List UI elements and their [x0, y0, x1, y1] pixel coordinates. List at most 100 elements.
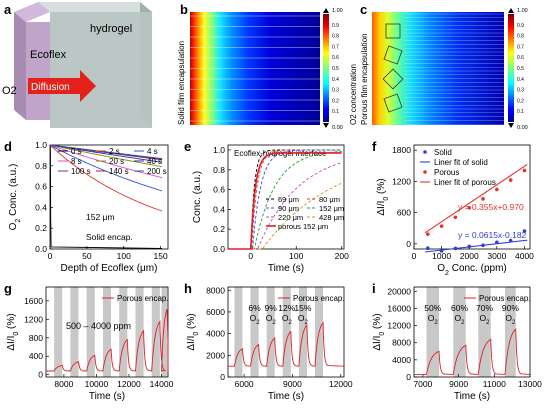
colorbar-c-gradient — [508, 14, 514, 122]
gas-exposure-band — [478, 287, 491, 377]
legend-label: Liner fit of solid — [434, 158, 488, 167]
x-tick-label: 4000 — [515, 251, 534, 261]
colorbar-b-tick: 0.5 — [332, 66, 339, 72]
x-tick-label: 9000 — [283, 379, 302, 389]
pore-2 — [383, 45, 403, 65]
x-tick-label: 200 — [335, 251, 349, 261]
x-axis-label: Time (s) — [268, 391, 304, 402]
gas-exposure-band — [298, 287, 307, 377]
colorbar-b-max: 1.00 — [332, 8, 343, 14]
legend-label: Solid — [434, 148, 452, 157]
panel-letter: f — [372, 139, 377, 154]
hydrogel-front-face — [50, 12, 152, 128]
legend-label: 428 μm — [319, 213, 344, 222]
x-tick-label: 7000 — [413, 379, 432, 389]
colorbar-b-tick: 0.4 — [332, 77, 339, 83]
data-point — [467, 244, 472, 249]
pulse-concentration-label: 90% — [502, 303, 519, 313]
panel-d: d 0 50 100 150 0.0 0.2 0.4 0.6 0.8 1.0 Depth of Eco… — [4, 139, 169, 274]
plot-frame — [227, 144, 345, 250]
series-line — [228, 182, 342, 250]
legend-label: 20 s — [109, 157, 124, 166]
gas-exposure-band — [282, 287, 291, 377]
panel-a: a hydrogel Ecoflex Diffusion O2 — [2, 2, 152, 128]
ecoflex-top-face — [14, 2, 50, 22]
y-tick-label: 1.0 — [213, 145, 225, 155]
panel-e: e 0 100 200 0.0 0.2 0.4 0.6 0.8 1.0 Time (s) Conc. … — [184, 139, 349, 274]
y-tick-label: 1200 — [392, 176, 411, 186]
legend-label: Porous encap. — [293, 294, 345, 303]
x-tick-label: 2000 — [460, 251, 479, 261]
legend-label: 80 μm — [319, 195, 340, 204]
y-tick-label: 0.0 — [35, 244, 47, 254]
colorbar-c-tick: 0.3 — [517, 88, 524, 94]
panel-i: i 7000 9000 11000 13000 0 4000 8000 12000 16000 20… — [372, 281, 542, 402]
gas-exposure-band — [426, 287, 439, 377]
gas-exposure-band — [54, 287, 63, 377]
colorbar-c-tick: 0.8 — [517, 34, 524, 40]
x-tick-label: 9000 — [449, 379, 468, 389]
x-tick-label: 100 — [289, 251, 303, 261]
colorbar-b-max-arrow — [323, 8, 329, 13]
panel-letter: g — [4, 281, 12, 296]
pore-4 — [383, 93, 403, 113]
y-tick-label: 0.2 — [35, 223, 47, 233]
data-point — [508, 178, 513, 182]
fit-equation-porous: y = 0.355x+0.970 — [458, 202, 524, 212]
colorbar-b-tick: 0.8 — [332, 34, 339, 40]
y-tick-label: 0 — [220, 372, 225, 382]
y-tick-label: 800 — [29, 333, 43, 343]
gas-exposure-band — [250, 287, 259, 377]
x-tick-label: 100 — [117, 251, 131, 261]
y-tick-label: 0.6 — [35, 182, 47, 192]
response-curve — [414, 327, 531, 375]
series-line — [228, 152, 342, 250]
y-tick-label: 0.4 — [213, 204, 225, 214]
gas-exposure-band — [70, 287, 79, 377]
data-point — [481, 197, 485, 201]
ecoflex-side-face — [14, 12, 26, 120]
panel-c: c Porous film encapsulation 1.00 0.00 0.… — [360, 2, 528, 131]
panel-letter-b: b — [180, 2, 188, 17]
plot-frame — [413, 286, 531, 378]
y-tick-label: 0 — [406, 372, 411, 382]
legend-label: 100 s — [71, 167, 91, 176]
legend-label: 8 s — [71, 157, 82, 166]
y-tick-label: 2000 — [206, 350, 225, 360]
data-point — [426, 246, 430, 251]
x-axis-label: Depth of Ecoflex (μm) — [61, 263, 158, 274]
x-axis-label: Time (s) — [454, 391, 490, 402]
y-tick-label: 0.2 — [213, 224, 225, 234]
fit-line — [424, 164, 528, 234]
data-point — [453, 215, 458, 220]
y-tick-label: 0 — [406, 239, 411, 249]
o2-label: O2 — [2, 85, 17, 97]
colorbar-b-tick: 0.2 — [332, 98, 339, 104]
pulse-concentration-label: 50% — [424, 303, 441, 313]
colorbar-c-max-arrow — [508, 8, 514, 13]
colorbar-c-tick: 0.9 — [517, 23, 524, 29]
legend-label: 140 s — [109, 167, 129, 176]
legend-marker — [423, 170, 427, 174]
colorbar-b-min: 0.00 — [332, 125, 343, 131]
x-tick-label: 14000 — [150, 379, 174, 389]
colorbar-c-max: 1.00 — [517, 8, 528, 14]
y-tick-label: 6000 — [206, 307, 225, 317]
pore-3 — [382, 68, 404, 90]
y-tick-label: 1600 — [24, 296, 43, 306]
y-tick-label: 0 — [38, 370, 43, 380]
gas-exposure-band — [102, 287, 112, 377]
x-axis-label: O2 Conc. (ppm) — [437, 263, 506, 277]
annotation-mode: Solid encap. — [86, 232, 133, 242]
ecoflex-label: Ecoflex — [30, 49, 67, 61]
porous-film-streamlines — [404, 13, 504, 125]
panel-letter-c: c — [360, 2, 367, 17]
legend-label: 200 s — [147, 167, 167, 176]
solid-film-streamlines — [190, 15, 320, 122]
data-point — [495, 240, 499, 245]
series-line-8s — [49, 144, 163, 179]
pulse-concentration-label: 60% — [451, 303, 468, 313]
concentration-range-label: 500 – 4000 ppm — [66, 321, 131, 331]
x-tick-label: 0 — [48, 251, 53, 261]
legend-marker — [423, 150, 427, 154]
